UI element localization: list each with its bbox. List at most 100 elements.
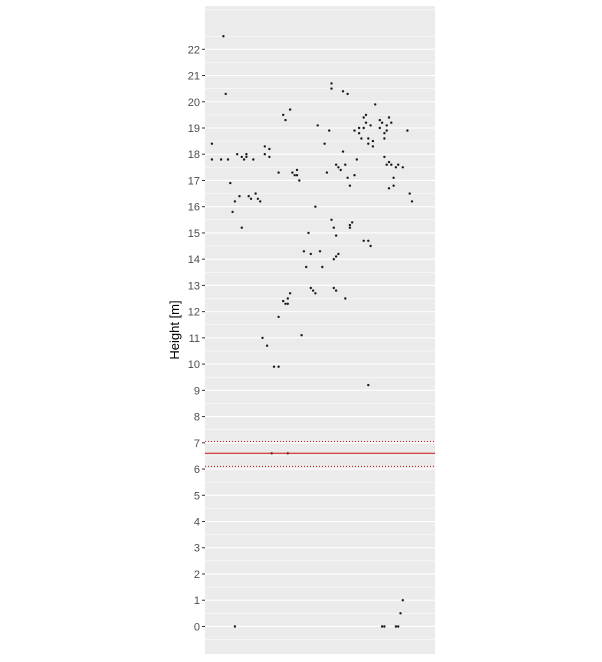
data-point — [328, 129, 331, 132]
data-point — [369, 244, 372, 248]
data-point — [233, 200, 237, 203]
data-point — [263, 153, 266, 156]
y-tick-label: 11 — [189, 333, 200, 345]
y-tick-label: 20 — [188, 97, 200, 109]
data-point — [394, 166, 398, 169]
data-point — [385, 124, 388, 127]
data-point — [277, 365, 280, 368]
minor-gridlines — [205, 9, 435, 640]
data-point — [245, 155, 248, 159]
data-point — [288, 292, 292, 295]
data-point — [399, 612, 402, 615]
data-point — [316, 124, 319, 127]
data-point — [295, 174, 299, 177]
data-point — [334, 289, 338, 292]
data-point — [240, 155, 243, 159]
data-point — [351, 221, 354, 224]
data-point — [346, 92, 349, 96]
data-point — [314, 205, 317, 208]
data-point — [295, 168, 299, 172]
data-point — [334, 163, 338, 166]
data-point — [263, 145, 266, 148]
data-point — [374, 103, 377, 106]
data-point — [330, 87, 333, 90]
data-point — [332, 258, 335, 261]
data-point — [346, 176, 349, 179]
data-point — [210, 142, 214, 145]
data-point — [224, 92, 227, 96]
data-point — [307, 231, 310, 235]
data-point — [219, 158, 223, 161]
data-point — [408, 192, 411, 195]
data-point — [222, 35, 225, 38]
data-point — [254, 192, 257, 195]
y-tick-label: 8 — [194, 412, 200, 424]
data-point — [410, 200, 414, 203]
data-point — [332, 286, 335, 290]
data-point — [305, 265, 308, 269]
data-point — [387, 187, 391, 190]
data-point — [247, 195, 250, 198]
data-point — [401, 166, 404, 169]
data-point — [348, 223, 352, 227]
data-point — [344, 163, 347, 166]
data-point — [378, 126, 381, 130]
y-tick-label: 15 — [188, 228, 200, 240]
data-point — [397, 163, 400, 166]
data-point — [309, 252, 312, 256]
data-point — [383, 625, 386, 628]
major-gridlines — [205, 48, 435, 628]
y-tick-label: 22 — [188, 44, 200, 56]
data-point — [369, 124, 372, 127]
data-point — [277, 171, 280, 174]
data-point — [383, 137, 386, 140]
y-tick-label: 18 — [188, 149, 200, 161]
data-point — [362, 116, 365, 119]
data-point — [240, 226, 243, 229]
data-point — [268, 155, 271, 159]
data-point — [293, 174, 296, 177]
y-axis-title: Height [m] — [167, 300, 182, 359]
data-point — [268, 147, 271, 151]
data-point — [311, 289, 315, 292]
data-point — [245, 153, 248, 156]
y-tick-label: 10 — [188, 359, 200, 371]
data-point — [355, 158, 358, 161]
data-point — [226, 158, 230, 161]
data-point — [387, 116, 391, 119]
data-point — [380, 625, 384, 628]
data-point — [265, 344, 269, 347]
y-tick-label: 17 — [188, 175, 200, 187]
reference-lines — [205, 440, 435, 467]
data-point — [272, 365, 276, 368]
data-point — [362, 126, 365, 130]
data-point — [282, 299, 285, 303]
data-point — [378, 118, 381, 122]
data-point — [286, 297, 289, 300]
data-point — [284, 302, 287, 305]
y-tick-label: 12 — [188, 307, 200, 319]
data-point — [323, 142, 326, 145]
y-tick-label: 19 — [188, 123, 200, 135]
data-point — [385, 163, 388, 166]
data-point — [300, 334, 303, 337]
data-point — [332, 226, 335, 229]
data-point — [252, 158, 255, 161]
data-point — [380, 121, 384, 124]
data-point — [387, 160, 391, 164]
data-point — [341, 150, 345, 153]
data-point — [401, 599, 404, 602]
y-tick-label: 4 — [194, 517, 200, 529]
data-point — [330, 218, 333, 221]
y-tick-label: 7 — [194, 438, 200, 450]
data-point — [394, 625, 398, 628]
data-point — [282, 113, 285, 117]
data-point — [291, 171, 294, 174]
y-tick-label: 14 — [188, 254, 200, 266]
data-point — [367, 383, 370, 387]
data-point — [397, 625, 400, 628]
data-point — [277, 315, 280, 319]
data-point — [236, 153, 239, 156]
y-tick-label: 1 — [194, 595, 200, 607]
